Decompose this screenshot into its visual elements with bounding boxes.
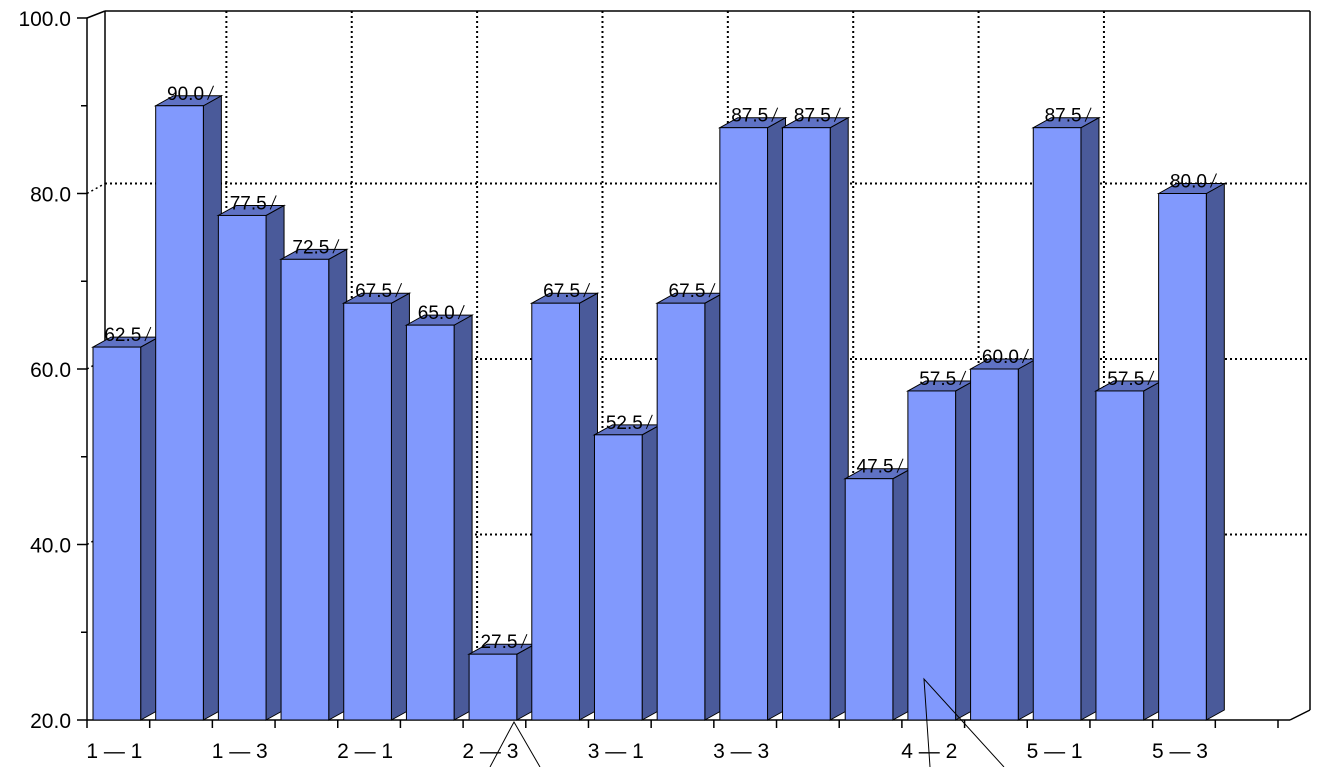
data-label: 77.5 xyxy=(230,193,267,214)
bar-front xyxy=(656,302,706,721)
data-label-leader xyxy=(896,458,904,473)
data-label-leader xyxy=(207,85,214,100)
bar-front xyxy=(531,302,580,721)
bar-front xyxy=(468,653,518,721)
bar-front xyxy=(970,368,1019,721)
y-tick-label: 20.0 xyxy=(30,710,71,733)
data-label: 67.5 xyxy=(669,281,706,302)
bar xyxy=(279,248,349,721)
data-label: 60.0 xyxy=(982,347,1019,368)
y-tick-label: 80.0 xyxy=(30,184,71,207)
bar-front xyxy=(405,324,455,721)
bar-front xyxy=(782,127,831,721)
y-tick-label: 100.0 xyxy=(18,8,71,31)
data-label: 57.5 xyxy=(919,369,956,390)
bar-front xyxy=(1032,127,1082,721)
bar xyxy=(153,94,224,721)
bar xyxy=(655,292,725,721)
data-label-leader xyxy=(645,414,653,430)
bar-front xyxy=(1158,193,1207,721)
y-tick-labels: 20.0 40.0 60.0 80.0 100.0 xyxy=(18,8,71,733)
bar xyxy=(905,380,976,721)
bar-front xyxy=(92,346,142,721)
data-label-leader xyxy=(959,370,967,386)
bar xyxy=(467,643,537,721)
x-axis-depth-edge xyxy=(1289,709,1311,721)
data-label: 47.5 xyxy=(857,457,894,478)
x-tick-label: 3 — 1 xyxy=(588,740,644,763)
x-tick-label: 5 — 3 xyxy=(1152,740,1208,763)
bar xyxy=(1094,380,1164,721)
data-label: 87.5 xyxy=(794,106,831,127)
bar-front xyxy=(280,258,330,721)
gridline-connector xyxy=(86,182,106,195)
bar-front xyxy=(155,105,204,721)
data-label-leader xyxy=(1084,107,1092,122)
bar xyxy=(780,116,851,721)
x-tick-label: 2 — 3 xyxy=(462,740,518,763)
data-label: 52.5 xyxy=(606,413,643,434)
bars-layer xyxy=(91,94,1227,721)
bar xyxy=(91,336,161,721)
data-label: 62.5 xyxy=(104,325,141,346)
data-label-leader xyxy=(395,282,403,298)
data-label-leader xyxy=(708,282,716,298)
bar xyxy=(717,116,788,721)
data-label: 90.0 xyxy=(167,84,204,105)
data-label: 87.5 xyxy=(731,106,768,127)
data-label-leader xyxy=(583,282,591,298)
y-tick-label: 60.0 xyxy=(30,359,71,382)
bar-front xyxy=(719,127,769,721)
x-tick-labels: 1 — 1 1 — 3 2 — 1 2 — 3 3 — 1 3 — 3 4 — 2 5 — 1… xyxy=(86,740,1208,763)
x-tick-label: 3 — 3 xyxy=(713,740,769,763)
bar xyxy=(341,292,412,721)
bar xyxy=(592,423,663,721)
bar-front xyxy=(1095,390,1145,721)
data-label-leader xyxy=(1210,173,1217,188)
bar xyxy=(404,314,475,721)
data-label: 27.5 xyxy=(480,632,517,653)
x-tick-label: 5 — 1 xyxy=(1027,740,1083,763)
data-label: 72.5 xyxy=(292,237,329,258)
y-axis-top-connector xyxy=(86,10,106,19)
data-label: 57.5 xyxy=(1107,369,1144,390)
data-label: 65.0 xyxy=(418,303,455,324)
data-label-leader xyxy=(520,633,528,649)
bar xyxy=(1156,182,1227,721)
data-label-leader xyxy=(1147,370,1155,386)
bar-front xyxy=(844,478,894,721)
bar xyxy=(1031,116,1101,721)
data-label-leader xyxy=(332,239,340,254)
x-tick-label: 2 — 1 xyxy=(337,740,393,763)
x-tick-label: 1 — 1 xyxy=(86,740,142,763)
data-label-leader xyxy=(833,107,841,122)
bar xyxy=(968,358,1039,721)
data-label-leader xyxy=(1021,348,1029,364)
data-label: 67.5 xyxy=(543,281,580,302)
data-label-leader xyxy=(771,107,779,122)
bar-front xyxy=(593,434,643,721)
bar xyxy=(843,467,913,721)
x-tick-label: 4 — 2 xyxy=(901,740,957,763)
data-label: 87.5 xyxy=(1045,106,1082,127)
data-label-leader xyxy=(457,304,465,320)
x-tick-label: 1 — 3 xyxy=(212,740,268,763)
data-label-leader xyxy=(269,195,277,210)
data-label: 67.5 xyxy=(355,281,392,302)
bar-front xyxy=(217,214,267,721)
bar-front xyxy=(907,390,957,721)
bar xyxy=(216,204,286,721)
bar-side xyxy=(1205,182,1225,721)
annotation-stroke xyxy=(489,720,541,768)
annotation-stroke xyxy=(923,677,1005,768)
data-label-leader xyxy=(144,326,152,342)
y-tick-label: 40.0 xyxy=(30,535,71,558)
data-label: 80.0 xyxy=(1170,172,1207,193)
bar-front xyxy=(343,302,392,721)
bar xyxy=(529,292,600,721)
labels-layer: 62.5 90.0 77.5 72.5 67.5 65.0 27.5 67.5 52.5 67.5… xyxy=(104,84,1217,768)
